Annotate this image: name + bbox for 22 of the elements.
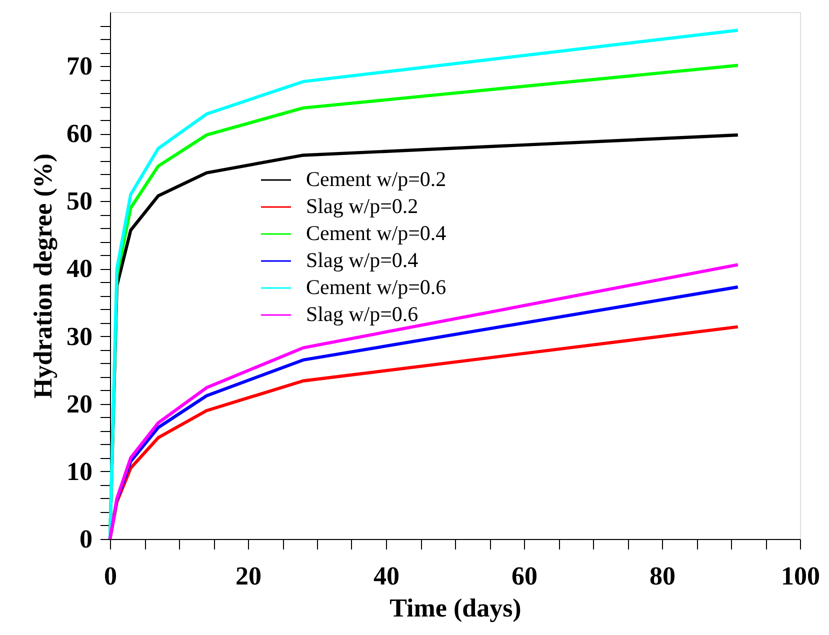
legend-label: Cement w/p=0.2 (306, 167, 446, 191)
x-tick-label: 20 (236, 562, 262, 590)
x-tick-label: 40 (374, 562, 400, 590)
y-tick-label: 20 (66, 389, 92, 418)
x-tick-label: 60 (512, 562, 538, 590)
y-tick-label: 70 (66, 52, 92, 81)
x-tick-label: 0 (104, 562, 117, 590)
x-tick-label: 80 (650, 562, 676, 590)
x-axis-title: Time (days) (390, 594, 522, 622)
legend-label: Slag w/p=0.2 (306, 194, 418, 218)
y-tick-label: 30 (66, 322, 92, 351)
x-tick-label: 100 (781, 562, 820, 590)
legend-label: Cement w/p=0.4 (306, 221, 447, 245)
legend-label: Slag w/p=0.6 (306, 302, 418, 326)
y-tick-label: 0 (80, 524, 92, 554)
y-axis-title: Hydration degree (%) (28, 153, 58, 399)
legend-label: Cement w/p=0.6 (306, 275, 446, 299)
y-tick-label: 40 (66, 254, 92, 284)
y-tick-label: 60 (66, 119, 92, 148)
y-tick-label: 50 (66, 186, 92, 216)
y-tick-label: 10 (66, 456, 92, 486)
legend-label: Slag w/p=0.4 (306, 248, 419, 272)
